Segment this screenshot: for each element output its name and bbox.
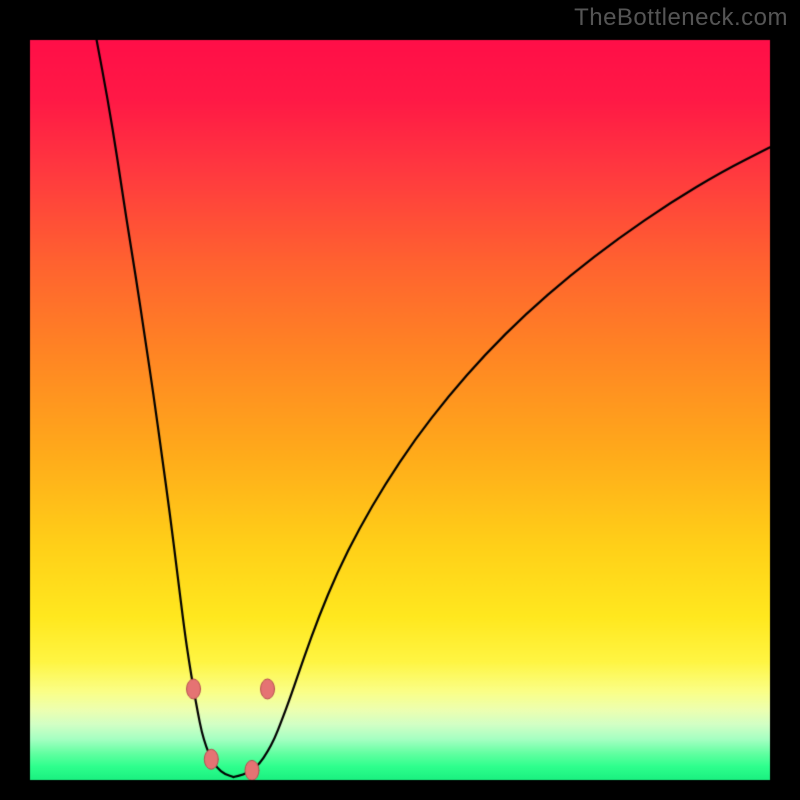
watermark-text: TheBottleneck.com xyxy=(574,4,788,32)
bottleneck-chart-canvas xyxy=(0,0,800,800)
